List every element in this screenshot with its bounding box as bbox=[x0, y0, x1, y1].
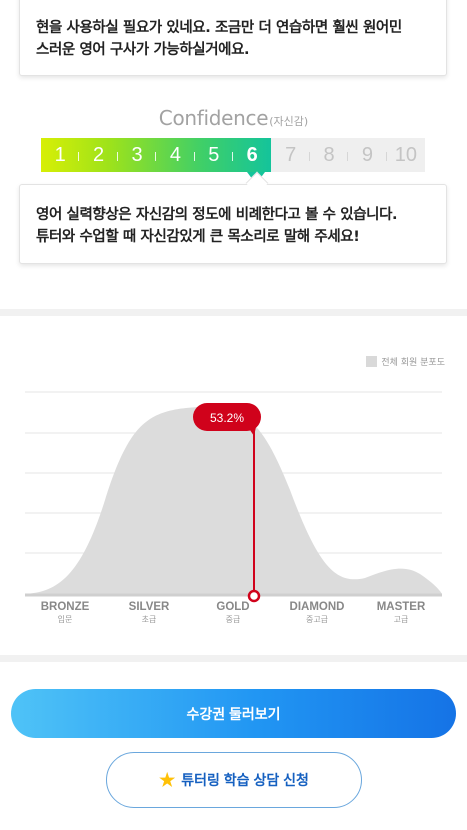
level-ko-label: 중고급 bbox=[305, 615, 329, 624]
user-marker-dot bbox=[247, 589, 261, 603]
level-gold: GOLD 중급 bbox=[188, 601, 278, 625]
section-divider bbox=[0, 655, 467, 662]
scale-tick bbox=[78, 152, 80, 161]
confidence-level-1: 1 bbox=[41, 138, 80, 172]
confidence-level-number: 2 bbox=[93, 143, 105, 166]
top-feedback-card: 현을 사용하실 필요가 있네요. 조금만 더 연습하면 훨씬 원어민 스러운 영… bbox=[19, 0, 447, 76]
level-diamond: DIAMOND 중고급 bbox=[272, 601, 362, 625]
confidence-scale: 1 2 3 4 5 6 7 8 9 10 bbox=[41, 138, 425, 172]
scale-tick bbox=[116, 152, 118, 161]
top-feedback-line-2: 스러운 영어 구사가 가능하실거에요. bbox=[36, 42, 250, 58]
level-ko-label: 고급 bbox=[393, 615, 409, 624]
scale-tick bbox=[193, 152, 195, 161]
confidence-level-4: 4 bbox=[156, 138, 195, 172]
distribution-chart: 53.2% bbox=[25, 391, 442, 603]
confidence-subtitle: (자신감) bbox=[269, 115, 309, 128]
marker-bubble-bg bbox=[193, 403, 261, 431]
level-en-label: MASTER bbox=[376, 601, 426, 613]
confidence-level-number: 10 bbox=[394, 143, 417, 166]
consultation-request-label: 튜터링 학습 상담 신청 bbox=[181, 772, 309, 788]
confidence-level-7: 7 bbox=[271, 138, 310, 172]
confidence-feedback-line-1: 영어 실력향상은 자신감의 정도에 비례한다고 볼 수 있습니다. bbox=[36, 207, 398, 223]
marker-value: 53.2% bbox=[210, 411, 244, 425]
confidence-level-number: 3 bbox=[131, 143, 143, 166]
level-ko-label: 중급 bbox=[225, 615, 241, 624]
scale-tick bbox=[385, 152, 387, 161]
level-master: MASTER 고급 bbox=[356, 601, 446, 625]
scale-tick bbox=[232, 152, 234, 161]
level-bronze: BRONZE 입문 bbox=[20, 601, 110, 625]
scale-tick bbox=[308, 152, 310, 161]
confidence-level-6: 6 bbox=[233, 138, 271, 172]
level-en-label: SILVER bbox=[128, 601, 170, 613]
confidence-level-number: 9 bbox=[361, 143, 374, 166]
section-divider bbox=[0, 309, 467, 316]
confidence-level-10: 10 bbox=[387, 138, 425, 172]
distribution-legend: 전체 회원 분포도 bbox=[366, 355, 445, 368]
star-icon: ★ bbox=[159, 770, 176, 790]
confidence-level-number: 8 bbox=[323, 143, 335, 166]
user-marker-bubble: 53.2% bbox=[193, 403, 261, 436]
legend-swatch bbox=[366, 356, 378, 367]
confidence-level-3: 3 bbox=[118, 138, 157, 172]
scale-tick bbox=[155, 152, 157, 161]
confidence-level-number: 4 bbox=[169, 143, 181, 166]
legend-label: 전체 회원 분포도 bbox=[381, 358, 445, 368]
confidence-level-number: 5 bbox=[208, 143, 220, 166]
confidence-level-2: 2 bbox=[79, 138, 118, 172]
scale-tick bbox=[347, 152, 349, 161]
confidence-feedback-line-2: 튜터와 수업할 때 자신감있게 큰 목소리로 말해 주세요! bbox=[36, 229, 360, 245]
level-silver: SILVER 초급 bbox=[104, 601, 194, 625]
confidence-level-number: 6 bbox=[246, 143, 258, 166]
consultation-request-button[interactable]: ★ 튜터링 학습 상담 신청 bbox=[106, 752, 362, 808]
confidence-level-8: 8 bbox=[310, 138, 349, 172]
confidence-title: Confidence(자신감) bbox=[0, 106, 467, 130]
confidence-level-number: 7 bbox=[285, 143, 297, 166]
level-ko-label: 초급 bbox=[141, 615, 157, 624]
level-en-label: BRONZE bbox=[40, 601, 90, 613]
level-en-label: DIAMOND bbox=[289, 601, 345, 613]
confidence-level-number: 1 bbox=[54, 143, 66, 166]
confidence-title-text: Confidence bbox=[158, 106, 269, 130]
confidence-level-5: 5 bbox=[195, 138, 234, 172]
confidence-feedback-card: 영어 실력향상은 자신감의 정도에 비례한다고 볼 수 있습니다. 튜터와 수업… bbox=[19, 171, 447, 264]
confidence-level-9: 9 bbox=[348, 138, 387, 172]
level-en-label: GOLD bbox=[216, 601, 250, 613]
browse-passes-button[interactable]: 수강권 둘러보기 bbox=[11, 689, 456, 738]
top-feedback-line-1: 현을 사용하실 필요가 있네요. 조금만 더 연습하면 훨씬 원어민 bbox=[36, 20, 402, 36]
marker-bubble-tail bbox=[248, 427, 256, 436]
level-ko-label: 입문 bbox=[57, 615, 73, 624]
distribution-curve bbox=[25, 406, 442, 594]
